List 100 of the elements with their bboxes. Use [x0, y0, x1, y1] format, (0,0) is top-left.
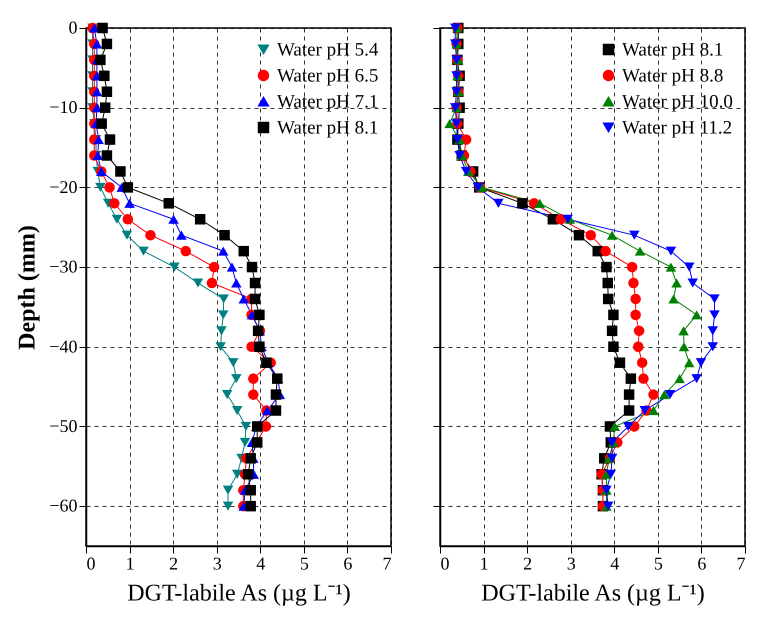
point — [102, 38, 112, 50]
y-tick-label: −30 — [49, 256, 78, 277]
legend-label: Water pH 5.4 — [277, 40, 379, 60]
point — [245, 500, 256, 512]
point — [194, 214, 206, 225]
point — [232, 406, 242, 416]
point — [231, 374, 242, 384]
point — [609, 422, 620, 432]
x-tick-label: 0 — [440, 554, 450, 574]
point — [250, 294, 260, 304]
point — [586, 230, 596, 240]
point — [608, 310, 619, 320]
point — [245, 484, 256, 496]
point — [231, 278, 242, 288]
point — [708, 342, 718, 352]
y-tick-label: −50 — [49, 416, 78, 436]
point — [102, 86, 112, 97]
point — [493, 198, 504, 208]
point — [104, 182, 115, 193]
y-tick-label: −20 — [49, 176, 78, 197]
x-tick-label: 3 — [212, 554, 222, 574]
legend-label: Water pH 6.5 — [277, 66, 378, 86]
legend-label: Water pH 8.8 — [622, 66, 724, 86]
point — [624, 405, 634, 416]
point — [222, 502, 234, 511]
point — [245, 453, 256, 464]
point — [691, 374, 702, 384]
point — [602, 278, 613, 288]
point — [691, 310, 702, 320]
point — [164, 198, 174, 209]
point — [678, 342, 690, 352]
point — [687, 278, 698, 288]
x-tick-label: 4 — [256, 554, 266, 574]
point — [628, 278, 639, 288]
point — [574, 230, 584, 240]
y-tick-label: −10 — [49, 97, 78, 118]
point — [648, 389, 659, 400]
point — [664, 390, 676, 400]
point — [92, 87, 102, 96]
point — [678, 326, 689, 336]
point — [250, 278, 260, 288]
point — [228, 358, 239, 368]
legend-label: Water pH 11.2 — [622, 118, 732, 138]
y-tick-label: 0 — [68, 18, 78, 38]
point — [100, 102, 110, 113]
point — [218, 246, 228, 256]
legend-label: Water pH 8.1 — [277, 118, 378, 138]
point — [622, 422, 634, 432]
point — [633, 342, 644, 352]
point — [629, 230, 640, 240]
point — [115, 166, 126, 177]
point — [218, 310, 228, 320]
point — [634, 326, 644, 336]
point — [176, 230, 187, 240]
point — [99, 70, 110, 82]
point — [102, 150, 112, 161]
point — [666, 246, 676, 256]
point — [602, 294, 614, 304]
point — [606, 326, 618, 336]
point — [254, 310, 265, 320]
point — [97, 22, 108, 34]
point — [168, 214, 179, 224]
point — [562, 214, 573, 224]
point — [122, 182, 134, 193]
point — [454, 150, 465, 160]
point — [626, 373, 636, 384]
point — [222, 486, 234, 495]
point — [709, 294, 720, 304]
point — [238, 246, 249, 256]
point — [104, 134, 116, 145]
point — [192, 278, 204, 288]
point — [169, 262, 180, 272]
point — [242, 469, 254, 480]
point — [248, 373, 259, 384]
point — [180, 246, 192, 256]
x-axis-title: DGT-labile As (µg L⁻¹) — [127, 580, 351, 606]
legend-label: Water pH 8.1 — [622, 40, 724, 60]
point — [109, 198, 120, 209]
point — [444, 119, 455, 128]
point — [606, 230, 618, 240]
point — [219, 230, 230, 240]
point — [270, 389, 282, 400]
x-tick-label: 2 — [169, 554, 178, 574]
point — [145, 230, 156, 240]
point — [671, 278, 682, 288]
point — [246, 262, 258, 272]
point — [708, 326, 718, 336]
y-axis-title: Depth (mm) — [14, 225, 40, 350]
point — [270, 405, 282, 416]
y-tick-label: −60 — [49, 496, 78, 516]
point — [208, 262, 220, 272]
x-tick-label: 0 — [86, 554, 96, 574]
x-tick-label: 4 — [610, 554, 620, 574]
point — [636, 357, 648, 368]
x-axis-title: DGT-labile As (µg L⁻¹) — [481, 580, 705, 606]
point — [215, 342, 226, 352]
x-tick-label: 6 — [697, 554, 706, 574]
x-tick-label: 1 — [126, 554, 135, 574]
point — [638, 373, 649, 384]
point — [608, 342, 619, 352]
